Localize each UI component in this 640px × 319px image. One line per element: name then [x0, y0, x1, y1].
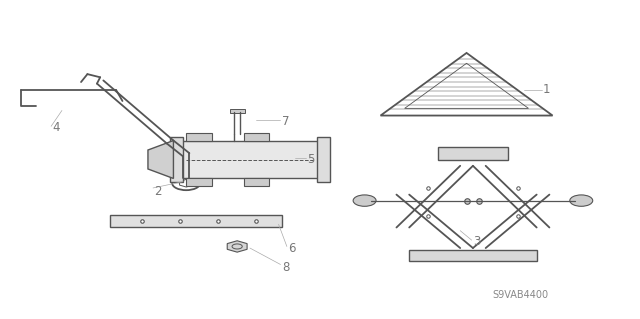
- Circle shape: [570, 195, 593, 206]
- Text: 5: 5: [307, 153, 315, 166]
- Bar: [186, 178, 212, 186]
- Polygon shape: [148, 141, 173, 178]
- Text: 2: 2: [154, 185, 162, 198]
- Bar: [186, 133, 212, 141]
- Text: S9VAB4400: S9VAB4400: [492, 290, 548, 300]
- Text: 1: 1: [543, 84, 550, 96]
- Bar: [438, 147, 508, 160]
- Bar: [244, 178, 269, 186]
- Bar: [409, 250, 537, 261]
- Polygon shape: [227, 241, 247, 252]
- Text: 4: 4: [52, 121, 60, 134]
- Text: 3: 3: [473, 235, 480, 248]
- Bar: [170, 137, 183, 182]
- Bar: [180, 141, 320, 178]
- Text: 8: 8: [282, 261, 289, 273]
- Text: 6: 6: [288, 241, 296, 255]
- Polygon shape: [109, 215, 282, 227]
- Bar: [244, 133, 269, 141]
- Circle shape: [353, 195, 376, 206]
- Text: 7: 7: [282, 115, 289, 128]
- Bar: [317, 137, 330, 182]
- Bar: [230, 109, 245, 113]
